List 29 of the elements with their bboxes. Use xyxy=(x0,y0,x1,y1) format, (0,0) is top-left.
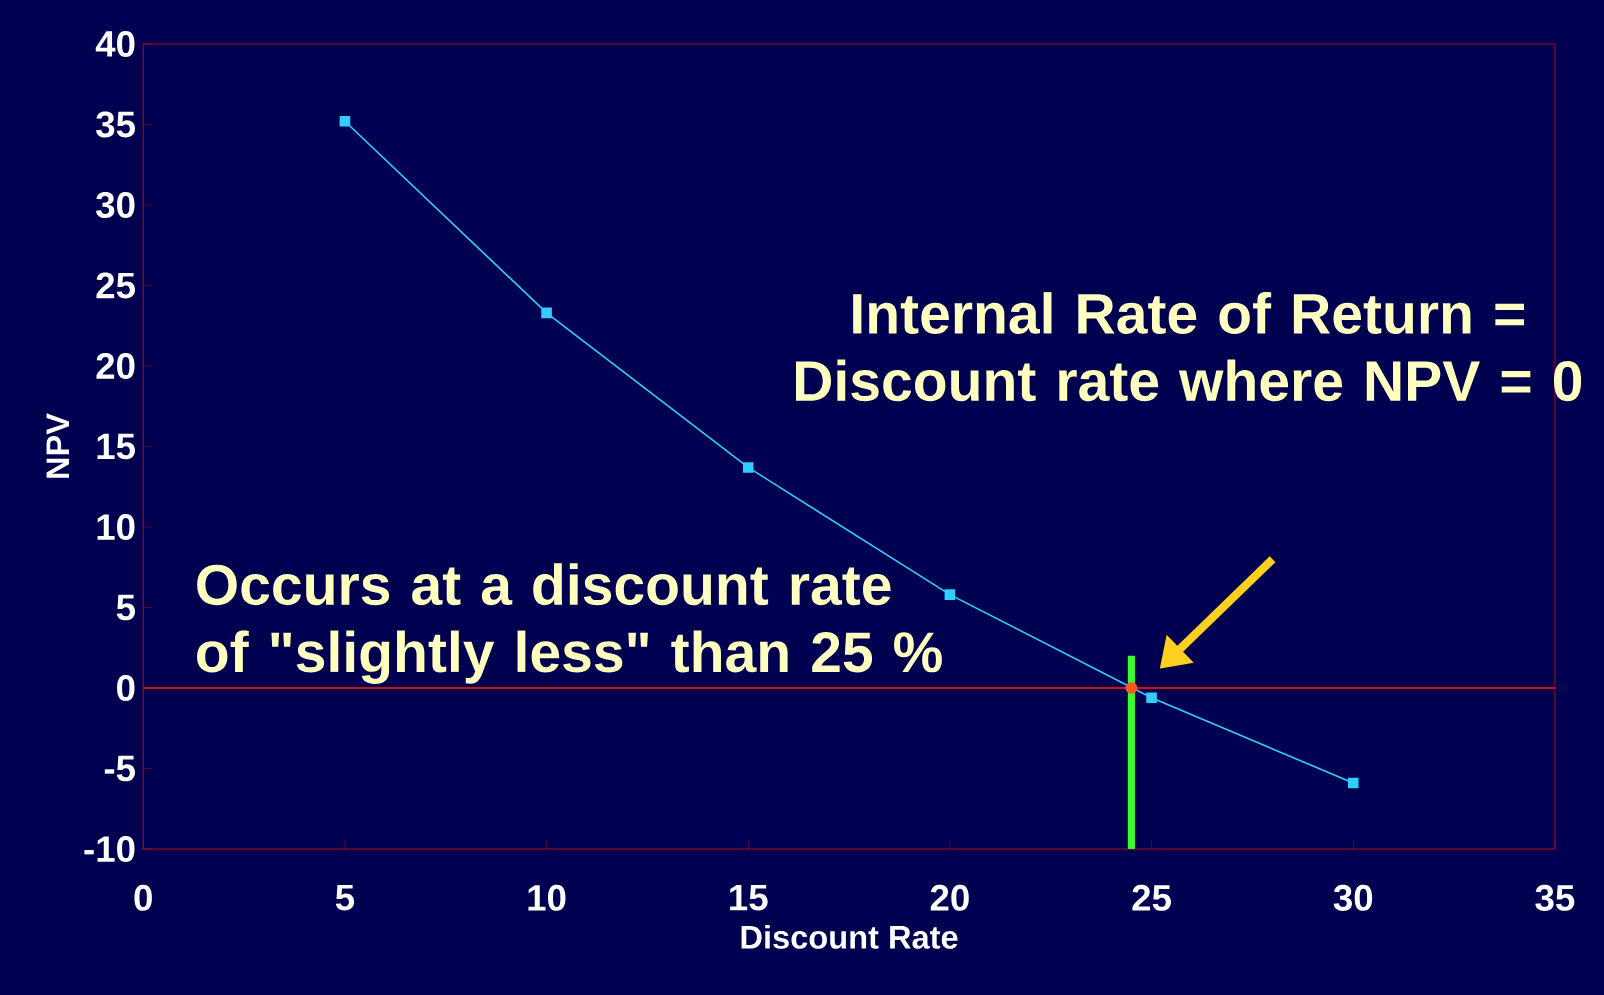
y-tick-label: 25 xyxy=(96,272,136,299)
annotation: Occurs at a discount rate of "slightly less" than 25 % xyxy=(197,563,942,684)
x-tick-label: 35 xyxy=(1535,884,1575,911)
y-tick-label: 15 xyxy=(97,433,136,460)
x-tick-label: 15 xyxy=(730,884,768,911)
y-tick-label: 5 xyxy=(116,594,136,621)
y-tick-label: 30 xyxy=(96,191,135,218)
y-tick-label: -5 xyxy=(104,755,136,782)
point xyxy=(1146,692,1157,703)
annotation: Internal Rate of Return = Discount rate where NPV = 0 xyxy=(796,291,1582,402)
point xyxy=(541,307,552,319)
y-tick-label: -10 xyxy=(84,835,135,862)
y-tick-label: 20 xyxy=(96,352,135,379)
y-tick-label: 0 xyxy=(117,674,135,701)
point xyxy=(1125,681,1138,694)
point xyxy=(1347,777,1359,789)
point xyxy=(944,589,956,600)
x-tick-label: 25 xyxy=(1132,884,1171,911)
y-tick-label: 40 xyxy=(95,30,135,57)
x-axis-title: Discount Rate xyxy=(741,924,958,949)
x-tick-label: 30 xyxy=(1333,884,1373,911)
y-tick-label: 10 xyxy=(97,513,135,540)
x-tick-label: 10 xyxy=(528,884,566,911)
x-tick-label: 20 xyxy=(930,884,969,911)
x-tick-label: 5 xyxy=(335,884,355,911)
y-axis-title: NPV xyxy=(46,413,69,478)
y-tick-label: 35 xyxy=(96,111,136,138)
point xyxy=(339,115,351,127)
point xyxy=(742,461,754,473)
